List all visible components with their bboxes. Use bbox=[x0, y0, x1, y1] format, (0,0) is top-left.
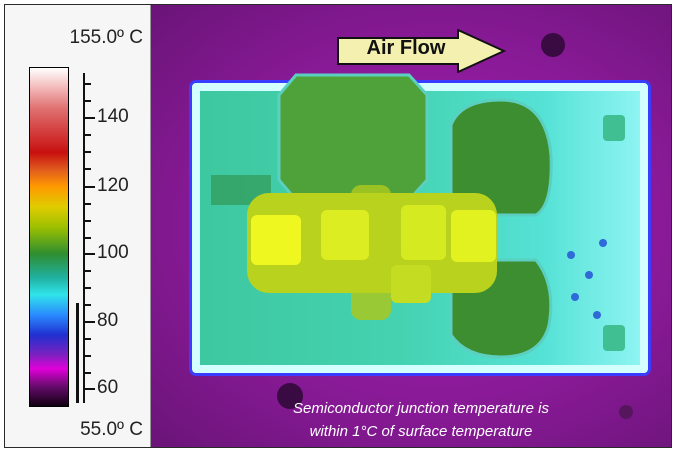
air-flow-arrow-icon bbox=[337, 29, 506, 73]
scale-axis-line bbox=[83, 73, 85, 403]
hotspot bbox=[391, 265, 431, 303]
thermal-image: Air Flow Semiconductor junction temperat… bbox=[151, 5, 671, 447]
inductor-top bbox=[277, 73, 429, 202]
scale-minor-tick bbox=[85, 287, 91, 289]
scale-range-marker bbox=[76, 303, 79, 403]
scale-minor-tick bbox=[85, 355, 91, 357]
via bbox=[571, 293, 579, 301]
scale-tick-label-80: 80 bbox=[97, 310, 119, 331]
scale-minor-tick bbox=[85, 338, 91, 340]
scale-tick-label-120: 120 bbox=[97, 175, 129, 196]
scale-minor-tick bbox=[85, 83, 91, 85]
figure-frame: 155.0º C 140 120 100 80 60 55.0º C bbox=[4, 4, 672, 448]
hotspot bbox=[451, 210, 496, 262]
temperature-scale-panel: 155.0º C 140 120 100 80 60 55.0º C bbox=[5, 5, 151, 447]
scale-tick-label-100: 100 bbox=[97, 242, 129, 263]
hotspot bbox=[321, 210, 369, 260]
inductor-right-top bbox=[449, 98, 553, 217]
scale-minor-tick bbox=[85, 203, 91, 205]
scale-minor-tick bbox=[85, 237, 91, 239]
via bbox=[567, 251, 575, 259]
via bbox=[585, 271, 593, 279]
scale-minor-tick bbox=[85, 134, 91, 136]
via bbox=[599, 239, 607, 247]
scale-minor-tick bbox=[85, 304, 91, 306]
scale-minor-tick bbox=[85, 151, 91, 153]
air-flow-label: Air Flow bbox=[366, 37, 446, 59]
hotspot bbox=[401, 205, 446, 260]
scale-minor-tick bbox=[85, 100, 91, 102]
caption-line-2: within 1°C of surface temperature bbox=[309, 423, 533, 440]
scale-major-tick bbox=[85, 321, 95, 323]
scale-min-label: 55.0º C bbox=[80, 419, 143, 440]
pad bbox=[603, 325, 625, 351]
via bbox=[593, 311, 601, 319]
thermal-features bbox=[211, 73, 625, 359]
scale-tick-label-60: 60 bbox=[97, 377, 119, 398]
scale-major-tick bbox=[85, 186, 95, 188]
scale-minor-tick bbox=[85, 168, 91, 170]
scale-tick-label-140: 140 bbox=[97, 106, 129, 127]
hotspot bbox=[251, 215, 301, 265]
mounting-hole bbox=[277, 383, 303, 409]
pad bbox=[603, 115, 625, 141]
scale-max-label: 155.0º C bbox=[69, 27, 144, 48]
mounting-hole bbox=[541, 33, 565, 57]
scale-minor-tick bbox=[85, 220, 91, 222]
scale-major-tick bbox=[85, 117, 95, 119]
mounting-hole bbox=[619, 405, 633, 419]
scale-major-tick bbox=[85, 388, 95, 390]
scale-minor-tick bbox=[85, 270, 91, 272]
scale-minor-tick bbox=[85, 372, 91, 374]
color-bar bbox=[29, 67, 69, 407]
scale-major-tick bbox=[85, 253, 95, 255]
caption-line-1: Semiconductor junction temperature is bbox=[293, 400, 549, 417]
